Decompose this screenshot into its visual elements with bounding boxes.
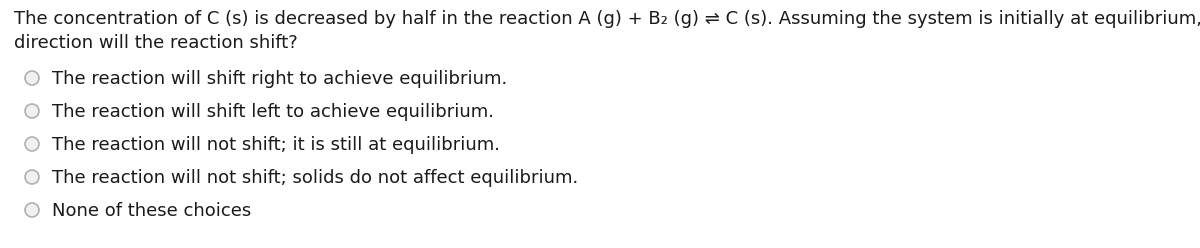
Text: direction will the reaction shift?: direction will the reaction shift? — [14, 34, 298, 52]
Text: The concentration of C (s) is decreased by half in the reaction A (g) + B₂ (g) ⇌: The concentration of C (s) is decreased … — [14, 10, 1200, 28]
Text: The reaction will not shift; it is still at equilibrium.: The reaction will not shift; it is still… — [52, 136, 500, 154]
Circle shape — [25, 170, 38, 184]
Text: None of these choices: None of these choices — [52, 202, 251, 220]
Text: The reaction will not shift; solids do not affect equilibrium.: The reaction will not shift; solids do n… — [52, 169, 578, 187]
Circle shape — [25, 104, 38, 118]
Circle shape — [25, 137, 38, 151]
Circle shape — [25, 203, 38, 217]
Text: The reaction will shift left to achieve equilibrium.: The reaction will shift left to achieve … — [52, 103, 494, 121]
Circle shape — [25, 71, 38, 85]
Text: The reaction will shift right to achieve equilibrium.: The reaction will shift right to achieve… — [52, 70, 508, 88]
